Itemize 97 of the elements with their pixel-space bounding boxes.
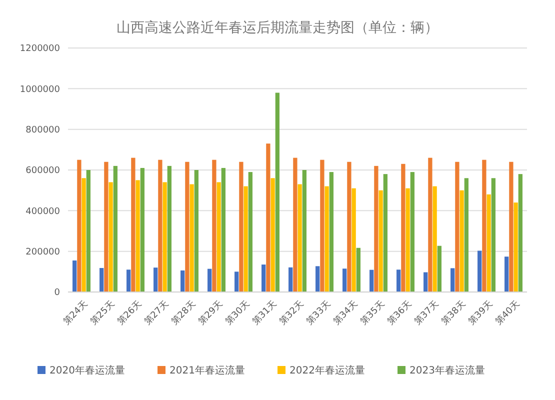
bar	[162, 182, 167, 292]
bar	[194, 170, 198, 292]
x-tick-label: 第24天	[61, 298, 90, 328]
bar	[244, 186, 248, 292]
bar	[270, 178, 275, 292]
y-tick-label: 1000000	[20, 84, 60, 95]
bar	[406, 188, 410, 292]
x-tick-label: 第25天	[88, 298, 117, 328]
bar	[324, 186, 329, 292]
x-tick-label: 第29天	[196, 298, 225, 328]
legend-label: 2023年春运流量	[410, 364, 485, 376]
x-tick-label: 第40天	[493, 298, 522, 328]
x-tick-label: 第30天	[223, 298, 252, 328]
bar	[104, 162, 108, 292]
bar	[396, 270, 401, 292]
bar	[374, 166, 378, 292]
bar	[514, 202, 518, 292]
bar	[478, 250, 482, 292]
bar	[518, 174, 522, 292]
x-tick-label: 第34天	[331, 298, 360, 328]
legend-label: 2021年春运流量	[170, 364, 245, 376]
bar	[82, 178, 86, 292]
bar	[437, 246, 442, 292]
bar	[266, 144, 270, 292]
bar	[180, 270, 185, 292]
bar	[329, 172, 334, 292]
bar	[154, 268, 158, 292]
y-tick-label: 200000	[26, 247, 60, 258]
bar	[298, 184, 302, 292]
y-tick-label: 0	[54, 288, 60, 298]
bar	[450, 268, 455, 292]
bar	[108, 182, 113, 292]
x-tick-label: 第33天	[304, 298, 333, 328]
bar	[316, 266, 320, 292]
x-tick-label: 第27天	[142, 298, 171, 328]
bar	[464, 178, 468, 292]
bar	[275, 92, 280, 292]
x-tick-label: 第36天	[385, 298, 414, 328]
bar	[428, 158, 432, 292]
bar	[248, 172, 252, 292]
bar	[185, 162, 190, 292]
x-tick-label: 第26天	[115, 298, 144, 328]
bar	[131, 158, 136, 292]
legend-label: 2020年春运流量	[50, 364, 125, 376]
x-tick-label: 第28天	[169, 298, 198, 328]
y-tick-label: 1200000	[20, 44, 60, 54]
bar	[486, 194, 491, 292]
bar	[212, 160, 216, 292]
bar	[234, 272, 239, 292]
bar	[216, 182, 221, 292]
x-tick-label: 第39天	[466, 298, 495, 328]
bar	[302, 170, 306, 292]
bar	[356, 248, 360, 292]
bar	[482, 160, 486, 292]
bar	[352, 188, 356, 292]
bar	[401, 164, 406, 292]
bar	[293, 158, 298, 292]
chart-title: 山西高速公路近年春运后期流量走势图（单位：辆）	[116, 20, 438, 36]
bar	[86, 170, 90, 292]
bar	[347, 162, 352, 292]
bar	[460, 190, 464, 292]
y-tick-label: 800000	[26, 125, 60, 136]
x-tick-label: 第31天	[250, 298, 279, 328]
bar	[167, 166, 172, 292]
bar	[410, 172, 414, 292]
x-tick-label: 第35天	[358, 298, 387, 328]
bar	[158, 160, 162, 292]
bar	[424, 272, 428, 292]
bar	[221, 168, 226, 292]
bar	[140, 168, 144, 292]
bar	[72, 260, 77, 292]
y-tick-label: 600000	[26, 166, 60, 176]
bar	[509, 162, 514, 292]
bar	[100, 268, 104, 292]
bar	[432, 186, 437, 292]
bar	[190, 184, 194, 292]
bar	[491, 178, 496, 292]
x-tick-label: 第32天	[277, 298, 306, 328]
bar	[208, 268, 212, 292]
bar	[342, 268, 347, 292]
bar	[262, 264, 266, 292]
bar	[288, 267, 293, 292]
bar	[504, 256, 509, 292]
x-tick-label: 第37天	[412, 298, 441, 328]
y-tick-label: 400000	[26, 206, 60, 217]
bar	[455, 162, 460, 292]
bar	[239, 162, 244, 292]
bar	[320, 160, 324, 292]
bar	[370, 270, 374, 292]
bar	[383, 174, 388, 292]
x-tick-label: 第38天	[439, 298, 468, 328]
bar	[77, 160, 82, 292]
legend-label: 2022年春运流量	[290, 364, 365, 376]
bar	[126, 270, 131, 292]
bar	[378, 190, 383, 292]
bar	[136, 180, 140, 292]
bar	[113, 166, 118, 292]
